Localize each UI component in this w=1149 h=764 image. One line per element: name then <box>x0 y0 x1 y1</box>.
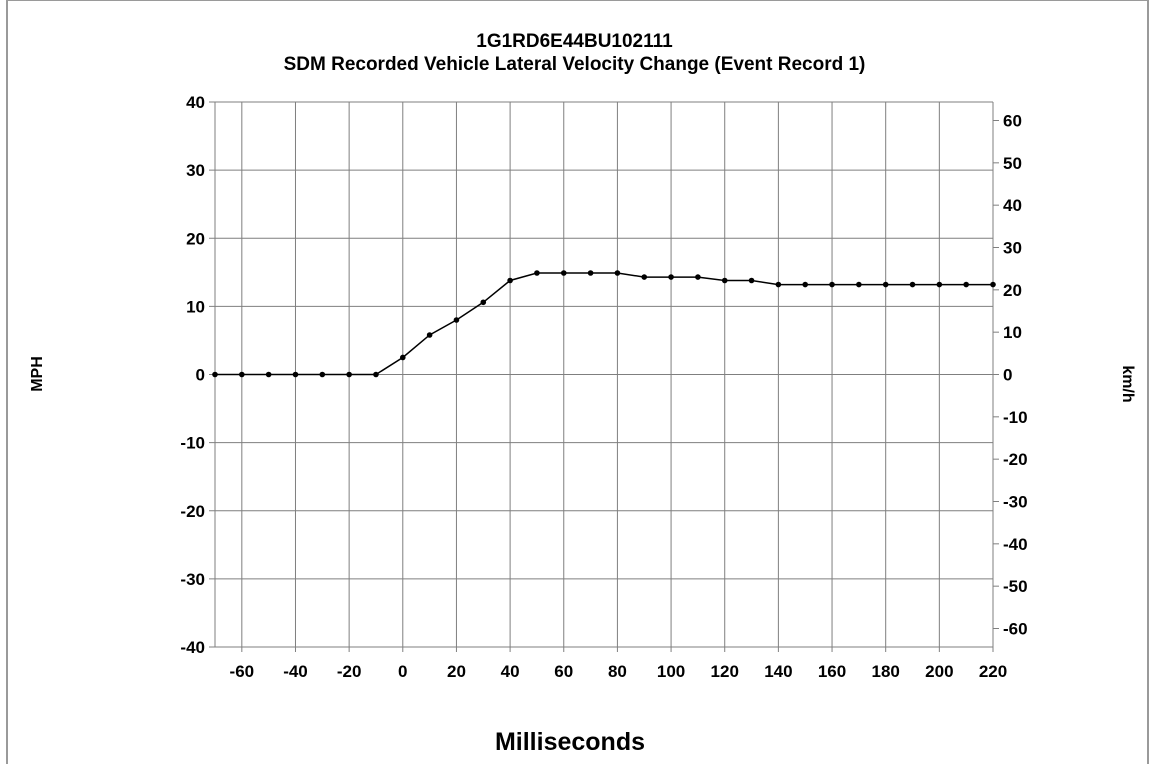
data-point <box>668 274 674 280</box>
x-tick-label: 20 <box>447 662 466 681</box>
x-tick-label: -60 <box>230 662 255 681</box>
data-point <box>856 281 862 288</box>
y2-tick-label: 30 <box>1003 238 1022 257</box>
data-point <box>829 281 835 288</box>
y2-tick-label: -50 <box>1003 577 1028 596</box>
data-point <box>292 371 299 378</box>
data-point <box>748 277 755 284</box>
x-tick-label: 160 <box>818 662 846 681</box>
data-point <box>346 371 352 378</box>
data-point <box>695 274 701 280</box>
y2-tick-label: -30 <box>1003 493 1028 512</box>
data-point <box>641 274 648 280</box>
x-tick-label: 100 <box>657 662 685 681</box>
data-point <box>614 270 621 276</box>
x-tick-label: 40 <box>501 662 520 681</box>
data-point <box>802 281 809 288</box>
data-point <box>587 270 594 276</box>
y2-tick-label: 0 <box>1003 366 1012 385</box>
y-tick-label: 20 <box>186 229 205 248</box>
y2-tick-label: -60 <box>1003 620 1028 639</box>
frame-border-left <box>6 0 8 764</box>
x-tick-label: 60 <box>554 662 573 681</box>
y2-tick-label: 50 <box>1003 154 1022 173</box>
data-point <box>775 281 782 288</box>
x-tick-label: 200 <box>925 662 953 681</box>
x-tick-label: 120 <box>711 662 739 681</box>
data-point <box>265 371 272 378</box>
frame-border-top <box>6 0 1149 1</box>
y2-tick-label: 40 <box>1003 196 1022 215</box>
x-tick-label: 140 <box>764 662 792 681</box>
data-point <box>239 371 245 378</box>
y2-tick-label: 10 <box>1003 323 1022 342</box>
x-tick-label: 0 <box>398 662 407 681</box>
y-tick-label: -30 <box>180 570 205 589</box>
chart-title: 1G1RD6E44BU102111 <box>476 31 673 52</box>
chart-subtitle: SDM Recorded Vehicle Lateral Velocity Ch… <box>283 54 866 75</box>
data-point <box>373 371 379 378</box>
y2-tick-label: 60 <box>1003 111 1022 130</box>
y-tick-label: -10 <box>180 434 205 453</box>
y-tick-label: 0 <box>196 366 205 385</box>
y-tick-label: 40 <box>186 93 205 112</box>
y2-tick-label: 20 <box>1003 281 1022 300</box>
y-tick-label: -20 <box>180 502 205 521</box>
data-point <box>990 281 996 288</box>
data-point <box>909 281 916 288</box>
x-tick-label: 220 <box>979 662 1007 681</box>
y-axis-title-right: km/h <box>1119 365 1136 403</box>
data-point <box>507 277 513 284</box>
data-point <box>399 354 406 361</box>
y2-tick-label: -10 <box>1003 408 1028 427</box>
x-axis-title: Milliseconds <box>494 728 646 756</box>
y-axis-title-left: MPH <box>29 356 46 392</box>
data-point <box>212 371 218 378</box>
data-point <box>534 270 540 276</box>
x-tick-label: -20 <box>337 662 362 681</box>
y2-tick-label: -20 <box>1003 450 1028 469</box>
data-point <box>560 270 567 276</box>
data-point <box>453 317 460 323</box>
x-tick-label: 80 <box>608 662 627 681</box>
data-point <box>936 281 943 288</box>
frame-border-right <box>1147 0 1149 764</box>
data-point <box>721 277 728 284</box>
data-point <box>319 371 326 378</box>
data-point <box>882 281 889 288</box>
x-tick-label: -40 <box>283 662 308 681</box>
y-tick-label: 10 <box>186 297 205 316</box>
y-tick-label: -40 <box>180 638 205 657</box>
data-point <box>963 281 969 288</box>
series-line <box>215 272 993 376</box>
y-tick-label: 30 <box>186 161 205 180</box>
data-point <box>426 332 433 338</box>
x-tick-label: 180 <box>872 662 900 681</box>
data-point <box>480 299 487 306</box>
y2-tick-label: -40 <box>1003 535 1028 554</box>
